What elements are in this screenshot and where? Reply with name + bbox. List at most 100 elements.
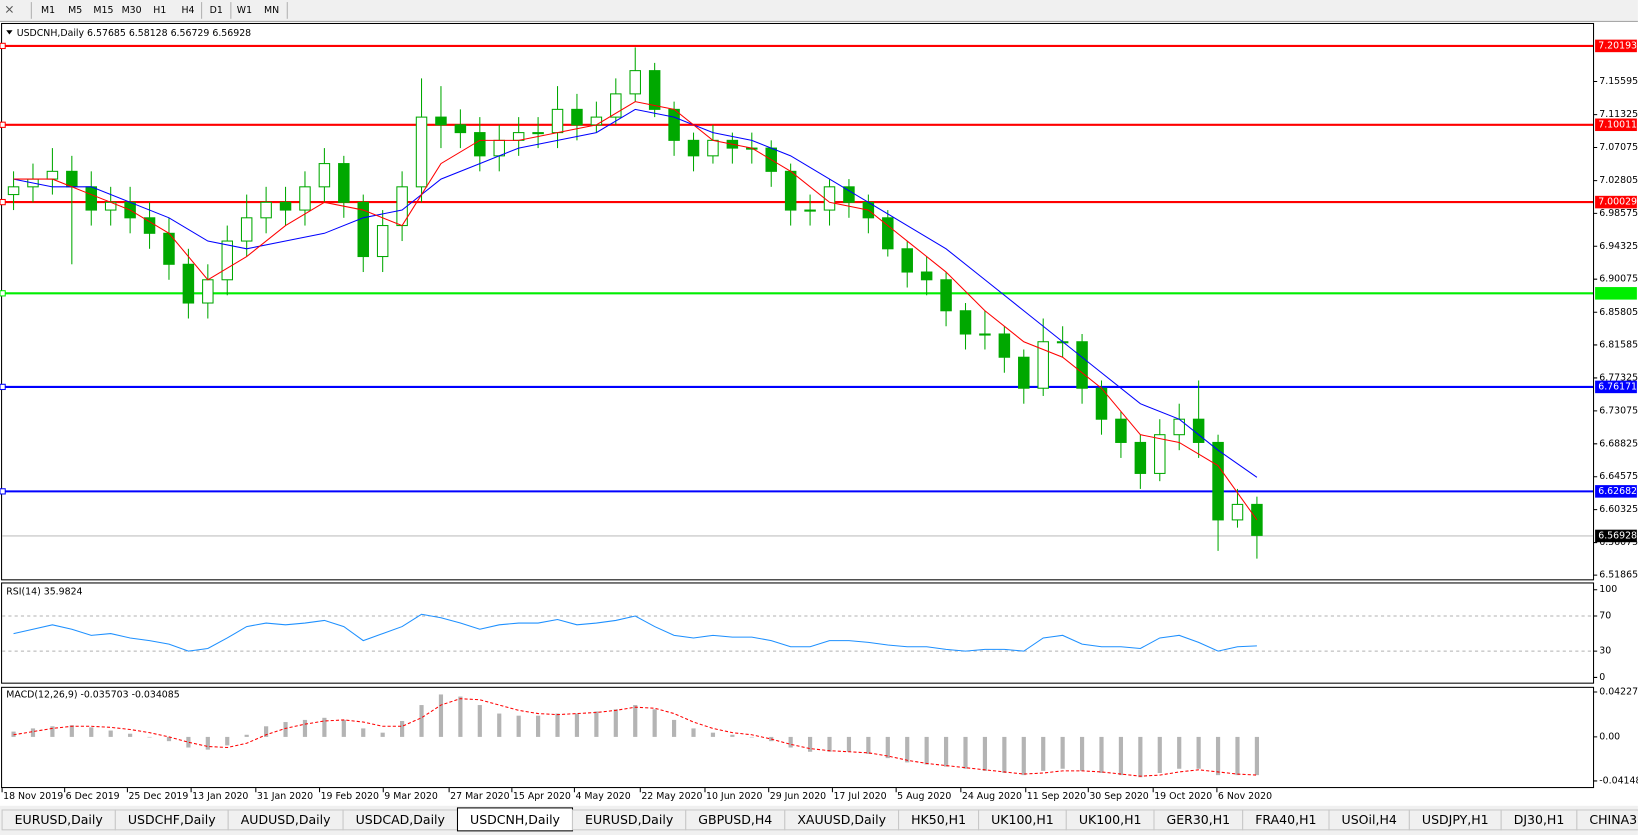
- candle-body: [610, 93, 622, 118]
- macd-bar: [89, 727, 94, 737]
- x-tick-label: 18 Nov 2019: [3, 791, 63, 802]
- macd-bar: [866, 736, 871, 754]
- level-handle: [0, 198, 6, 206]
- macd-bar: [166, 736, 172, 742]
- tab-label[interactable]: FRA40,H1: [1255, 812, 1316, 827]
- x-tick-label: 11 Sep 2020: [1027, 791, 1086, 802]
- tab-label[interactable]: DJ30,H1: [1514, 812, 1565, 827]
- toolbar-icon[interactable]: [5, 5, 13, 13]
- tab-label[interactable]: CHINA300,H1: [1589, 812, 1638, 827]
- macd-bar: [322, 717, 327, 737]
- x-tick-label: 19 Oct 2020: [1154, 791, 1212, 802]
- tab-label[interactable]: USDCNH,Daily: [470, 812, 561, 827]
- macd-bar: [147, 736, 152, 738]
- y-tick-label: 7.15595: [1599, 76, 1638, 87]
- timeframe-button[interactable]: H4: [182, 5, 195, 16]
- timeframe-button[interactable]: M5: [68, 5, 82, 16]
- tab-label[interactable]: GER30,H1: [1167, 812, 1231, 827]
- candle-body: [920, 271, 933, 281]
- tab-label[interactable]: UK100,H1: [1079, 812, 1142, 827]
- main-panel: [1, 22, 1595, 581]
- timeframe-button[interactable]: H1: [153, 5, 166, 16]
- macd-bar: [633, 705, 638, 737]
- candle-body: [1018, 356, 1030, 389]
- timeframe-button[interactable]: M30: [122, 5, 142, 16]
- candle-body: [784, 170, 797, 211]
- timeframe-button[interactable]: D1: [210, 5, 223, 16]
- y-tick-label: 6.64575: [1599, 471, 1638, 482]
- y-tick-label: 7.02805: [1599, 175, 1638, 186]
- candle-body: [1115, 418, 1127, 443]
- macd-bar: [341, 719, 346, 737]
- candle-body: [823, 186, 836, 211]
- x-tick-label: 6 Dec 2019: [66, 791, 120, 802]
- tab-label[interactable]: GBPUSD,H4: [698, 812, 772, 827]
- macd-bar: [69, 725, 74, 737]
- last-price-tag: [1595, 529, 1637, 543]
- candle-body: [357, 201, 369, 258]
- timeframe-button[interactable]: M1: [41, 5, 55, 16]
- level-handle: [0, 42, 6, 50]
- candle-body: [687, 139, 700, 157]
- candle-body: [959, 310, 972, 335]
- macd-bar: [302, 719, 308, 737]
- y-tick-label: 100: [1599, 584, 1617, 595]
- timeframe-button[interactable]: M15: [93, 5, 113, 16]
- x-tick-label: 19 Feb 2020: [321, 791, 379, 802]
- tab[interactable]: [1576, 809, 1638, 831]
- tab-label[interactable]: HK50,H1: [911, 812, 966, 827]
- tab-label[interactable]: EURUSD,Daily: [15, 812, 104, 827]
- candle-body: [1231, 503, 1244, 521]
- macd-bar: [594, 711, 599, 737]
- y-tick-label: 6.85805: [1599, 307, 1638, 318]
- macd-bar: [788, 736, 793, 748]
- macd-bar: [1177, 736, 1182, 769]
- macd-bar: [652, 709, 657, 737]
- macd-panel: [1, 686, 1595, 789]
- macd-bar: [1002, 736, 1007, 773]
- y-tick-label: 70: [1599, 611, 1611, 622]
- tab-label[interactable]: XAUUSD,Daily: [797, 812, 886, 827]
- level-label: 6.62682: [1598, 486, 1637, 497]
- candle-body: [1212, 441, 1224, 521]
- candle-body: [143, 217, 156, 234]
- macd-bar: [1235, 736, 1240, 776]
- y-tick-label: 0.00: [1599, 731, 1620, 742]
- level-handle: [0, 290, 6, 297]
- x-tick-label: 25 Dec 2019: [128, 791, 188, 802]
- tab-label[interactable]: UK100,H1: [991, 812, 1054, 827]
- y-tick-label: 6.56075: [1599, 537, 1638, 548]
- macd-bar: [497, 713, 502, 737]
- y-tick-label: 6.73075: [1599, 405, 1638, 416]
- candle-body: [1037, 341, 1049, 389]
- panel-menu-icon[interactable]: [6, 30, 13, 35]
- macd-bar: [205, 736, 210, 750]
- y-tick-label: 6.81585: [1599, 339, 1638, 350]
- y-tick-label: 6.90075: [1599, 274, 1638, 285]
- timeframe-button[interactable]: MN: [264, 5, 279, 16]
- tab-label[interactable]: AUDUSD,Daily: [241, 812, 331, 827]
- candle-body: [454, 124, 467, 134]
- timeframe-button[interactable]: W1: [237, 5, 252, 16]
- level-handle: [0, 383, 6, 391]
- macd-bar: [613, 709, 618, 737]
- macd-bar: [128, 733, 133, 737]
- tab-label[interactable]: EURUSD,Daily: [585, 812, 674, 827]
- tab-label[interactable]: USDCAD,Daily: [356, 812, 446, 827]
- tab-label[interactable]: USDCHF,Daily: [128, 812, 216, 827]
- candle-body: [240, 217, 253, 242]
- macd-bar: [943, 736, 949, 767]
- x-tick-label: 17 Jul 2020: [833, 791, 886, 802]
- x-tick-label: 6 Nov 2020: [1218, 791, 1272, 802]
- y-tick-label: 0: [1599, 672, 1605, 683]
- macd-bar: [1118, 736, 1124, 776]
- macd-bar: [283, 722, 288, 737]
- macd-bar: [846, 736, 852, 752]
- candle-body: [648, 70, 661, 110]
- tab-label[interactable]: USDJPY,H1: [1422, 812, 1489, 827]
- tab-label[interactable]: USOil,H4: [1342, 812, 1397, 827]
- y-tick-label: 0.042275: [1599, 687, 1638, 698]
- candle-body: [590, 116, 603, 126]
- macd-bar: [1021, 736, 1026, 776]
- level-handle: [0, 121, 6, 128]
